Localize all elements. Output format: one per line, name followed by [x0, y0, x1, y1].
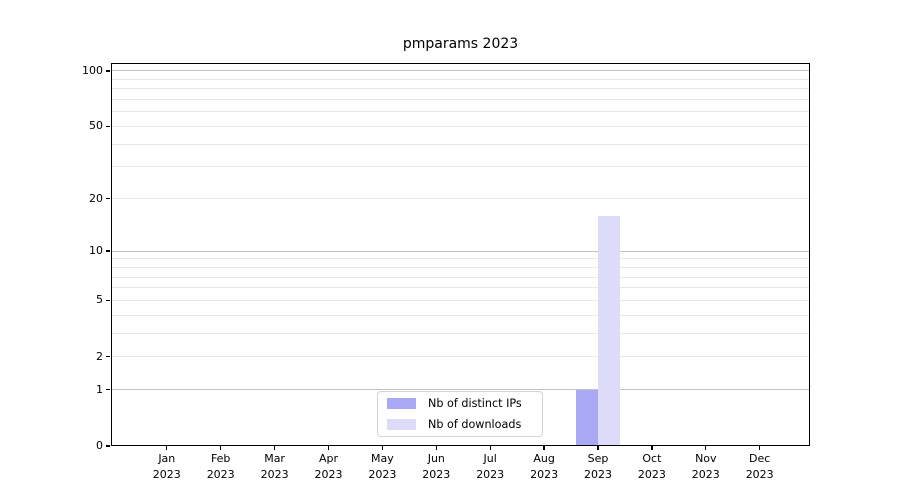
x-tick-sep-2023	[597, 446, 599, 450]
gridline-minor-y-90	[111, 78, 810, 80]
y-tick-label-10: 10	[89, 244, 103, 258]
x-tick-may-2023	[381, 446, 384, 450]
gridline-minor-y-60	[111, 111, 810, 113]
x-tick-label-nov-2023: Nov 2023	[691, 452, 720, 481]
bar-nb-of-downloads-sep-2023	[598, 215, 620, 446]
plot-area	[111, 63, 810, 446]
gridline-minor-y-5	[111, 299, 810, 301]
gridline-minor-y-40	[111, 143, 810, 145]
gridline-major-y-10	[111, 250, 810, 252]
gridline-minor-y-20	[111, 198, 810, 200]
gridline-minor-y-8	[111, 266, 810, 268]
gridline-minor-y-4	[111, 314, 810, 316]
x-tick-dec-2023	[759, 446, 761, 450]
gridline-minor-y-9	[111, 258, 810, 260]
x-tick-oct-2023	[651, 446, 653, 450]
y-tick-label-100: 100	[82, 63, 103, 77]
legend-label-distinct-ips: Nb of distinct IPs	[428, 397, 522, 410]
x-tick-jun-2023	[435, 446, 437, 450]
x-tick-aug-2023	[543, 446, 545, 450]
x-tick-label-apr-2023: Apr 2023	[314, 452, 343, 481]
legend-swatch-distinct-ips	[387, 398, 416, 409]
x-tick-label-may-2023: May 2023	[368, 452, 397, 481]
legend-label-downloads: Nb of downloads	[428, 418, 522, 431]
x-tick-label-oct-2023: Oct 2023	[637, 452, 666, 481]
legend-swatch-downloads	[387, 419, 416, 430]
legend-item-distinct-ips: Nb of distinct IPs	[386, 395, 534, 413]
chart-title: pmparams 2023	[402, 36, 519, 52]
y-tick-50	[106, 125, 110, 128]
y-tick-2	[106, 356, 110, 358]
x-tick-label-dec-2023: Dec 2023	[745, 452, 774, 481]
legend-item-downloads: Nb of downloads	[386, 416, 534, 434]
x-tick-label-jan-2023: Jan 2023	[152, 452, 181, 481]
x-tick-apr-2023	[327, 446, 330, 450]
x-tick-label-mar-2023: Mar 2023	[260, 452, 289, 481]
y-tick-label-0: 0	[96, 439, 103, 452]
gridline-minor-y-3	[111, 332, 810, 334]
y-tick-1	[106, 389, 110, 391]
y-tick-20	[106, 197, 110, 200]
y-tick-10	[106, 250, 110, 252]
gridline-minor-y-30	[111, 166, 810, 168]
gridline-minor-y-50	[111, 125, 810, 127]
x-tick-mar-2023	[273, 446, 276, 450]
gridline-minor-y-80	[111, 88, 810, 90]
gridline-major-y-1	[111, 389, 810, 391]
gridline-minor-y-2	[111, 356, 810, 358]
x-tick-jul-2023	[489, 446, 491, 450]
x-tick-label-aug-2023: Aug 2023	[530, 452, 559, 481]
y-tick-label-5: 5	[96, 293, 103, 307]
y-tick-100	[106, 70, 110, 72]
bar-nb-of-distinct-ips-sep-2023	[576, 389, 598, 446]
legend: Nb of distinct IPs Nb of downloads	[377, 391, 543, 437]
x-tick-label-jul-2023: Jul 2023	[476, 452, 505, 481]
x-tick-jan-2023	[166, 446, 168, 450]
gridline-minor-y-7	[111, 276, 810, 278]
y-tick-label-20: 20	[89, 191, 103, 205]
x-tick-nov-2023	[705, 446, 707, 450]
gridline-minor-y-6	[111, 287, 810, 289]
y-tick-5	[106, 299, 110, 302]
x-tick-feb-2023	[220, 446, 222, 450]
y-tick-label-2: 2	[96, 349, 103, 363]
y-tick-label-1: 1	[96, 382, 103, 396]
x-tick-label-jun-2023: Jun 2023	[422, 452, 451, 481]
x-tick-label-sep-2023: Sep 2023	[584, 452, 612, 481]
gridline-major-y-100	[111, 70, 810, 72]
gridline-minor-y-70	[111, 99, 810, 101]
y-tick-label-50: 50	[89, 119, 103, 133]
y-tick-0	[106, 445, 110, 447]
x-tick-label-feb-2023: Feb 2023	[206, 452, 235, 481]
